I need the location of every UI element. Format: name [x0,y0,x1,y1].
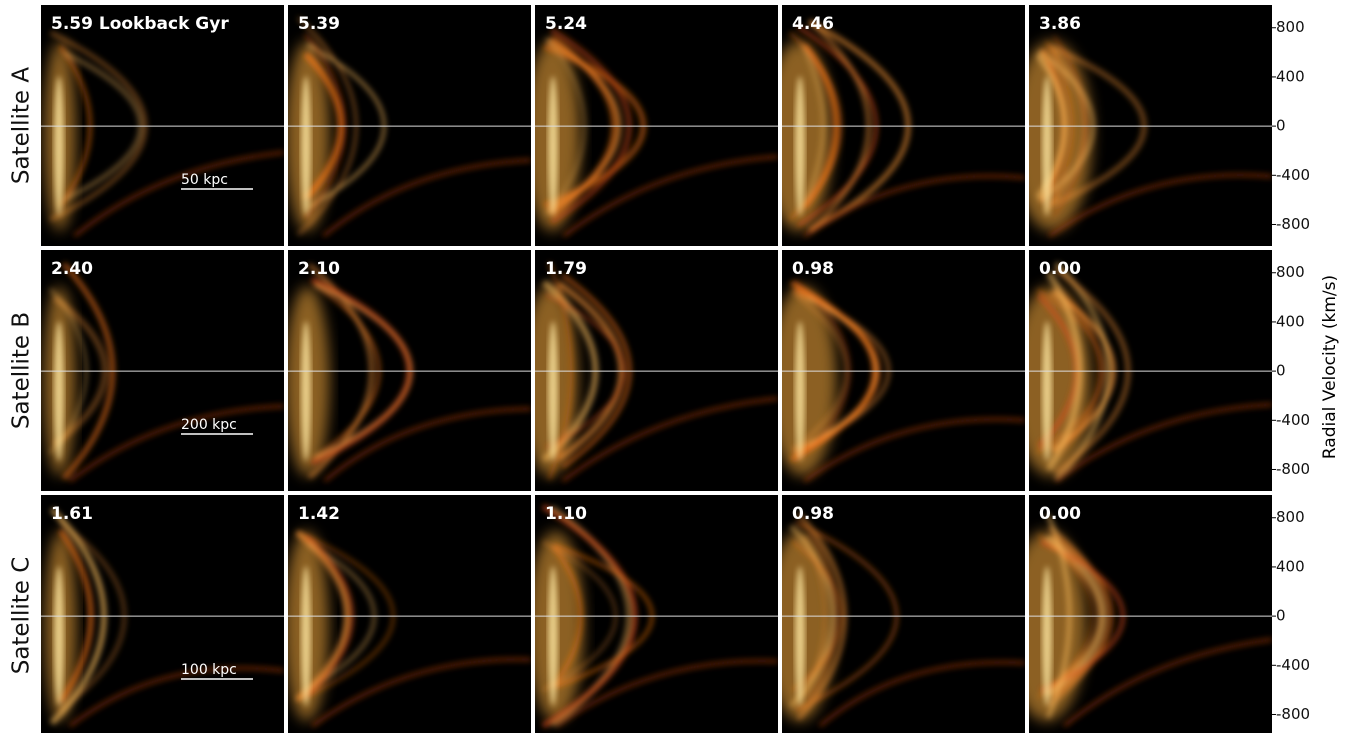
panel-label: 1.61 [51,504,93,524]
panel-background [288,495,531,733]
core [782,286,837,477]
bright-core [54,76,64,217]
scale-bar-label: 50 kpc [181,172,228,188]
panel [535,250,778,491]
bright-core [1042,566,1052,707]
y-tick-label: 0 [1276,607,1286,625]
panel-label: 5.59 Lookback Gyr [51,14,229,34]
bright-core [301,76,311,217]
y-axis-label: Radial Velocity (km/s) [1320,275,1340,459]
bright-core [301,566,311,707]
panel-label: 3.86 [1039,14,1081,34]
panel-label: 2.40 [51,259,93,279]
panel [782,495,1025,733]
y-tick-label: 0 [1276,117,1286,135]
y-tick-label: 400 [1276,557,1305,575]
bright-core [795,321,805,462]
y-tick-label: -800 [1276,215,1310,233]
tail [323,406,531,483]
y-tick-label: -400 [1276,656,1310,674]
y-tick-label: 400 [1276,312,1305,330]
panel [288,250,531,491]
bright-core [54,566,64,707]
panel-label: 1.79 [545,259,587,279]
panel-label: 2.10 [298,259,340,279]
bright-core [548,76,558,217]
panel-label: 0.98 [792,259,834,279]
scale-bar-label: 200 kpc [181,417,237,433]
bright-core [795,76,805,217]
bright-core [1042,321,1052,462]
panel [782,5,1025,246]
panel [41,5,284,246]
tail [1063,637,1272,728]
y-tick-label: -400 [1276,166,1310,184]
tail [555,658,778,728]
scale-bar-label: 100 kpc [181,662,237,678]
bright-core [548,566,558,707]
panel [1029,495,1272,733]
panel-label: 5.39 [298,14,340,34]
y-tick-label: -800 [1276,705,1310,723]
panel [41,495,284,733]
panel [535,495,778,733]
tail [1048,173,1272,238]
y-tick-label: 400 [1276,67,1305,85]
panel [782,250,1025,491]
panel [288,495,531,733]
bright-core [548,321,558,462]
tail [803,417,1025,483]
panel-label: 1.10 [545,504,587,524]
bright-core [1042,76,1052,217]
tail [68,666,284,728]
panel-background [41,5,284,246]
row-label: Satellite A [9,67,35,185]
bright-core [301,321,311,462]
tail [803,174,1025,238]
y-tick-label: -400 [1276,411,1310,429]
bright-core [795,566,805,707]
tail [322,158,531,238]
panel-label: 1.42 [298,504,340,524]
panel-label: 0.00 [1039,259,1081,279]
tail [562,154,778,238]
panel [41,250,284,491]
tail [73,150,284,238]
density-glow [782,286,837,477]
panel-background [41,250,284,491]
panel [288,5,531,246]
panel-label: 5.24 [545,14,587,34]
tail [68,404,284,483]
row-label: Satellite B [9,312,35,429]
panel [535,5,778,246]
panel-label: 0.98 [792,504,834,524]
y-tick-label: 0 [1276,362,1286,380]
y-tick-label: -800 [1276,460,1310,478]
row-label: Satellite C [9,557,35,675]
panel [1029,5,1272,246]
panel-label: 4.46 [792,14,834,34]
tail [818,660,1025,728]
panel-label: 0.00 [1039,504,1081,524]
tail [561,396,778,483]
y-tick-label: 800 [1276,18,1305,36]
bright-core [54,321,64,462]
panel [1029,250,1272,491]
y-tick-label: 800 [1276,263,1305,281]
tail [311,657,531,728]
y-tick-label: 800 [1276,508,1305,526]
tail [1054,402,1272,483]
